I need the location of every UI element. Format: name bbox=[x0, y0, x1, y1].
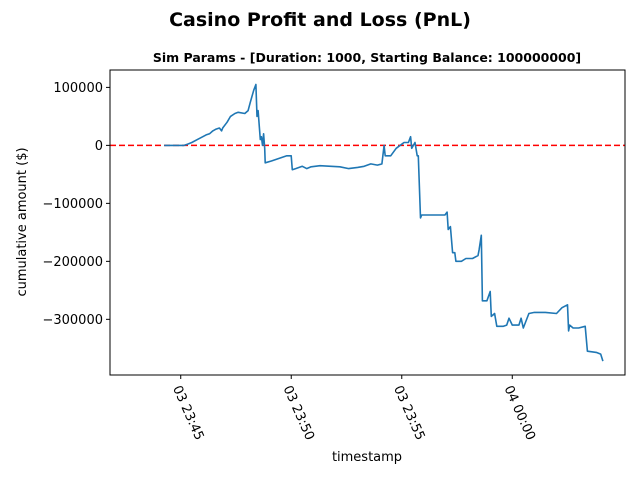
y-tick-label: 100000 bbox=[53, 81, 103, 96]
x-axis-label: timestamp bbox=[332, 450, 402, 465]
y-axis: 100000 0 −100000 −200000 −300000 bbox=[42, 81, 110, 328]
x-tick-label: 03 23:45 bbox=[169, 384, 206, 443]
y-axis-label: cumulative amount ($) bbox=[15, 147, 30, 296]
y-tick-label: −100000 bbox=[42, 197, 103, 212]
y-tick-label: −200000 bbox=[42, 255, 103, 270]
series-group bbox=[164, 83, 604, 362]
series-line bbox=[164, 83, 604, 362]
x-tick-label: 04 00:00 bbox=[501, 384, 538, 443]
y-tick-label: 0 bbox=[95, 139, 103, 154]
x-tick-label: 03 23:55 bbox=[390, 384, 427, 443]
y-tick-label: −300000 bbox=[42, 313, 103, 328]
chart-subtitle: Sim Params - [Duration: 1000, Starting B… bbox=[153, 50, 581, 65]
x-tick-label: 03 23:50 bbox=[280, 384, 317, 443]
plot-frame bbox=[109, 69, 626, 376]
x-axis: 03 23:45 03 23:50 03 23:55 04 00:00 bbox=[169, 375, 538, 443]
chart-title: Casino Profit and Loss (PnL) bbox=[169, 9, 471, 31]
plot-area bbox=[110, 70, 625, 375]
